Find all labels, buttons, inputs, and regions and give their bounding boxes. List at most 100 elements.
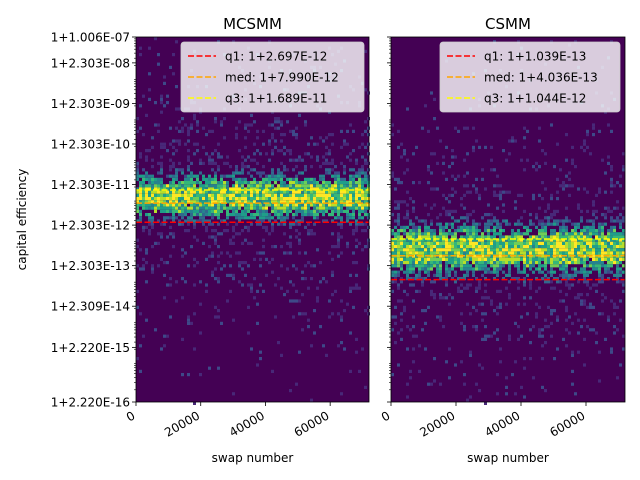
heatmap-cell [547, 277, 550, 281]
heatmap-cell [412, 264, 415, 268]
heatmap-cell [256, 203, 259, 207]
heatmap-cell [448, 248, 451, 252]
heatmap-cell [277, 174, 280, 178]
heatmap-cell [151, 190, 154, 194]
heatmap-cell [580, 235, 583, 239]
chart-title: CSMM [485, 15, 531, 33]
heatmap-cell [541, 385, 544, 389]
heatmap-cell [505, 241, 508, 245]
heatmap-cell [496, 312, 499, 316]
heatmap-cell [559, 219, 562, 223]
heatmap-cell [226, 174, 229, 178]
heatmap-cell [406, 245, 409, 249]
heatmap-cell [250, 203, 253, 207]
heatmap-cell [343, 190, 346, 194]
heatmap-cell [253, 158, 256, 162]
heatmap-cell [157, 193, 160, 197]
heatmap-cell [337, 190, 340, 194]
heatmap-cell [193, 142, 196, 146]
heatmap-cell [193, 193, 196, 197]
heatmap-cell [505, 392, 508, 396]
heatmap-cell [271, 190, 274, 194]
heatmap-cell [214, 187, 217, 191]
heatmap-cell [142, 200, 145, 204]
heatmap-cell [181, 296, 184, 300]
heatmap-cell [451, 241, 454, 245]
heatmap-cell [250, 289, 253, 293]
heatmap-cell [259, 357, 262, 361]
heatmap-cell [541, 257, 544, 261]
heatmap-cell [292, 190, 295, 194]
heatmap-cell [478, 267, 481, 271]
heatmap-cell [406, 264, 409, 268]
heatmap-cell [301, 270, 304, 274]
heatmap-cell [553, 309, 556, 313]
heatmap-cell [415, 241, 418, 245]
heatmap-cell [226, 213, 229, 217]
heatmap-cell [460, 360, 463, 364]
heatmap-cell [193, 225, 196, 229]
heatmap-cell [223, 174, 226, 178]
heatmap-cell [397, 264, 400, 268]
heatmap-cell [490, 299, 493, 303]
heatmap-cell [145, 225, 148, 229]
heatmap-cell [331, 197, 334, 201]
heatmap-cell [598, 312, 601, 316]
heatmap-cell [298, 171, 301, 175]
heatmap-cell [328, 187, 331, 191]
heatmap-cell [472, 325, 475, 329]
heatmap-cell [343, 197, 346, 201]
heatmap-cell [190, 171, 193, 175]
heatmap-cell [241, 283, 244, 287]
heatmap-cell [493, 216, 496, 220]
heatmap-cell [505, 261, 508, 265]
heatmap-cell [343, 177, 346, 181]
heatmap-cell [394, 241, 397, 245]
heatmap-cell [145, 251, 148, 255]
heatmap-cell [322, 161, 325, 165]
heatmap-cell [163, 75, 166, 79]
heatmap-cell [184, 280, 187, 284]
heatmap-cell [466, 225, 469, 229]
heatmap-cell [574, 225, 577, 229]
heatmap-cell [163, 344, 166, 348]
heatmap-cell [340, 145, 343, 149]
heatmap-cell [313, 331, 316, 335]
heatmap-cell [208, 190, 211, 194]
heatmap-cell [316, 206, 319, 210]
heatmap-cell [457, 241, 460, 245]
heatmap-cell [580, 299, 583, 303]
heatmap-cell [331, 245, 334, 249]
heatmap-cell [292, 133, 295, 137]
heatmap-cell [292, 200, 295, 204]
heatmap-cell [337, 206, 340, 210]
heatmap-cell [145, 187, 148, 191]
heatmap-cell [499, 232, 502, 236]
heatmap-cell [196, 142, 199, 146]
heatmap-cell [544, 273, 547, 277]
heatmap-cell [247, 197, 250, 201]
heatmap-cell [160, 232, 163, 236]
heatmap-cell [544, 251, 547, 255]
heatmap-cell [559, 264, 562, 268]
heatmap-cell [196, 219, 199, 223]
heatmap-cell [442, 232, 445, 236]
heatmap-cell [220, 193, 223, 197]
heatmap-cell [331, 273, 334, 277]
heatmap-cell [607, 318, 610, 322]
heatmap-cell [274, 203, 277, 207]
heatmap-cell [304, 206, 307, 210]
heatmap-cell [397, 181, 400, 185]
heatmap-cell [538, 235, 541, 239]
heatmap-cell [427, 267, 430, 271]
heatmap-cell [514, 235, 517, 239]
heatmap-cell [538, 331, 541, 335]
heatmap-cell [313, 222, 316, 226]
heatmap-cell [406, 257, 409, 261]
heatmap-cell [355, 337, 358, 341]
heatmap-cell [361, 197, 364, 201]
heatmap-cell [349, 216, 352, 220]
heatmap-cell [301, 203, 304, 207]
heatmap-cell [280, 264, 283, 268]
heatmap-cell [202, 126, 205, 130]
